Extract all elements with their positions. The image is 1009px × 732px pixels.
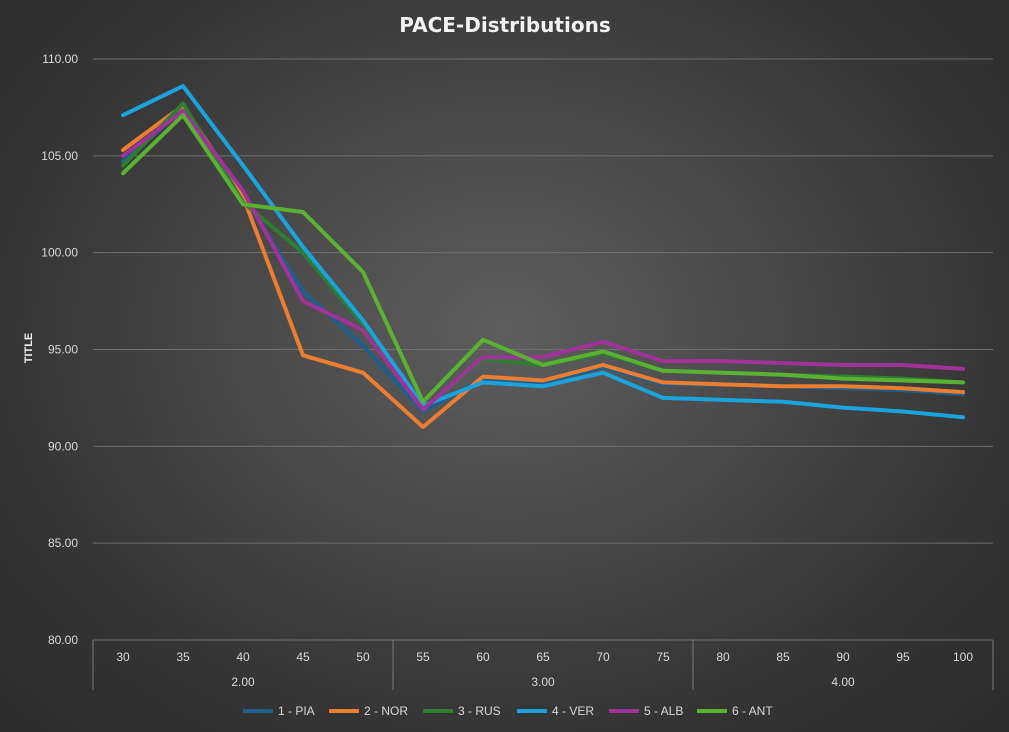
x-group-label: 3.00 xyxy=(531,675,555,689)
x-tick-label: 35 xyxy=(176,650,190,664)
legend-label: 5 - ALB xyxy=(644,704,683,718)
series-line-2 xyxy=(121,103,965,429)
legend-label: 3 - RUS xyxy=(458,704,501,718)
x-tick-label: 65 xyxy=(536,650,550,664)
x-tick-label: 30 xyxy=(116,650,130,664)
x-tick-label: 85 xyxy=(776,650,790,664)
x-group-label: 4.00 xyxy=(831,675,855,689)
x-axis: 30 35 40 45 50 55 60 65 70 75 80 85 90 95 100 2.00 3.00 4… xyxy=(92,640,994,690)
x-tick-label: 40 xyxy=(236,650,250,664)
series-line-6 xyxy=(121,113,965,404)
y-tick-label: 105.00 xyxy=(41,149,78,163)
gridlines xyxy=(93,58,993,641)
x-tick-label: 90 xyxy=(836,650,850,664)
y-tick-label: 100.00 xyxy=(41,246,78,260)
series-lines xyxy=(121,84,965,429)
y-axis-label: TITLE xyxy=(23,333,35,364)
x-tick-label: 45 xyxy=(296,650,310,664)
x-tick-label: 100 xyxy=(953,650,973,664)
x-tick-label: 75 xyxy=(656,650,670,664)
y-tick-label: 80.00 xyxy=(48,633,78,647)
x-group-label: 2.00 xyxy=(231,675,255,689)
y-tick-label: 90.00 xyxy=(48,439,78,453)
x-tick-label: 60 xyxy=(476,650,490,664)
legend-label: 6 - ANT xyxy=(732,704,773,718)
x-tick-label: 55 xyxy=(416,650,430,664)
chart-title: PACE-Distributions xyxy=(399,13,610,37)
x-tick-label: 80 xyxy=(716,650,730,664)
x-tick-label: 50 xyxy=(356,650,370,664)
x-tick-label: 95 xyxy=(896,650,910,664)
x-tick-label: 70 xyxy=(596,650,610,664)
y-tick-label: 95.00 xyxy=(48,343,78,357)
y-tick-label: 110.00 xyxy=(42,52,78,66)
series-line-4 xyxy=(121,84,965,420)
legend-label: 4 - VER xyxy=(552,704,594,718)
y-tick-labels: 80.00 85.00 90.00 95.00 100.00 105.00 110.00 xyxy=(41,52,78,647)
legend: 1 - PIA 2 - NOR 3 - RUS 4 - VER 5 - ALB 6 - A… xyxy=(243,704,773,718)
series-line-5 xyxy=(121,109,965,412)
legend-label: 2 - NOR xyxy=(364,704,408,718)
y-tick-label: 85.00 xyxy=(48,536,78,550)
legend-label: 1 - PIA xyxy=(278,704,315,718)
